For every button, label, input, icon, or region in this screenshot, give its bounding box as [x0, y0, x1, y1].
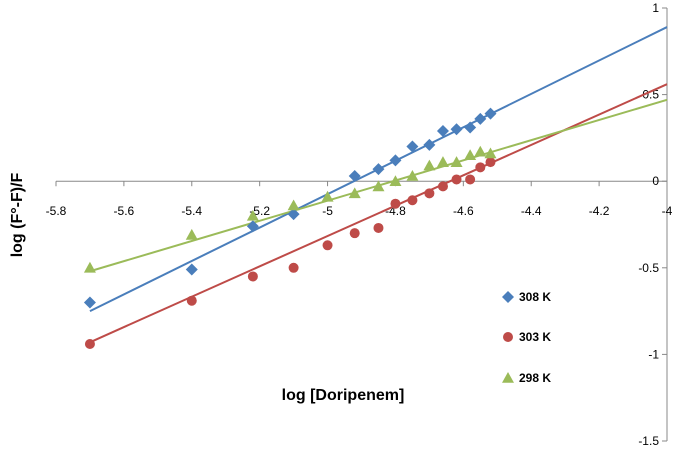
x-tick-label: -5.4 — [181, 204, 202, 218]
point-298-k — [83, 261, 96, 273]
point-303-k — [84, 339, 95, 350]
point-303-k — [424, 188, 435, 199]
legend-label-308-k: 308 K — [519, 290, 551, 304]
point-298-k — [406, 170, 419, 181]
point-303-k — [349, 228, 360, 239]
point-303-k — [407, 195, 418, 206]
point-303-k — [437, 181, 448, 192]
point-298-k — [287, 199, 300, 211]
x-tick-label: -5.6 — [114, 204, 135, 218]
point-308-k — [389, 154, 402, 167]
point-303-k — [465, 174, 476, 185]
point-298-k — [423, 159, 436, 171]
point-308-k — [287, 208, 300, 221]
point-298-k — [484, 147, 497, 159]
legend-marker-303-k — [503, 332, 513, 342]
point-303-k — [186, 295, 197, 306]
point-303-k — [247, 271, 258, 282]
legend-marker-308-k — [502, 291, 514, 303]
point-298-k — [246, 209, 259, 221]
point-303-k — [322, 240, 333, 251]
point-303-k — [475, 162, 486, 173]
point-308-k — [372, 163, 385, 176]
point-308-k — [83, 296, 96, 309]
point-298-k — [321, 190, 334, 202]
point-303-k — [390, 198, 401, 209]
x-tick-label: -5.8 — [46, 204, 67, 218]
x-tick-label: -4.2 — [589, 204, 610, 218]
point-308-k — [484, 107, 497, 120]
legend-label-298-k: 298 K — [519, 371, 551, 385]
x-tick-label: -5 — [322, 204, 333, 218]
data-points — [83, 107, 497, 350]
y-tick-label: -1 — [648, 347, 659, 361]
point-303-k — [288, 262, 299, 273]
point-298-k — [464, 149, 477, 161]
point-308-k — [185, 263, 198, 276]
point-308-k — [450, 123, 463, 136]
point-308-k — [464, 121, 477, 134]
point-303-k — [373, 222, 384, 233]
y-tick-label: -1.5 — [638, 434, 659, 448]
point-308-k — [348, 170, 361, 183]
point-298-k — [450, 156, 463, 167]
y-axis-title: log (F°-F)/F — [9, 172, 26, 257]
point-308-k — [436, 124, 449, 137]
legend: 308 K 303 K 298 K — [502, 290, 551, 385]
y-tick-label: 0 — [652, 174, 659, 188]
legend-marker-298-k — [502, 372, 514, 383]
x-tick-label: -4.6 — [453, 204, 474, 218]
point-298-k — [372, 180, 385, 192]
x-tick-label: -4.4 — [521, 204, 542, 218]
y-tick-label: 0.5 — [642, 88, 659, 102]
point-303-k — [485, 157, 496, 168]
point-298-k — [474, 145, 487, 157]
y-tick-label: -0.5 — [638, 261, 659, 275]
point-298-k — [185, 228, 198, 240]
x-axis-title: log [Doripenem] — [282, 387, 405, 404]
x-tick-label: -4 — [662, 204, 673, 218]
legend-label-303-k: 303 K — [519, 330, 551, 344]
trendline-303-k — [89, 83, 668, 344]
point-298-k — [348, 187, 361, 199]
point-308-k — [246, 220, 259, 233]
point-308-k — [423, 138, 436, 151]
point-298-k — [436, 156, 449, 167]
point-308-k — [474, 112, 487, 125]
point-298-k — [389, 175, 402, 186]
point-308-k — [406, 140, 419, 153]
axes: -5.8 -5.6 -5.4 -5.2 -5 -4.8 -4.6 -4.4 -4.2 -410.5… — [46, 1, 673, 448]
point-303-k — [451, 174, 462, 185]
y-tick-label: 1 — [652, 1, 659, 15]
